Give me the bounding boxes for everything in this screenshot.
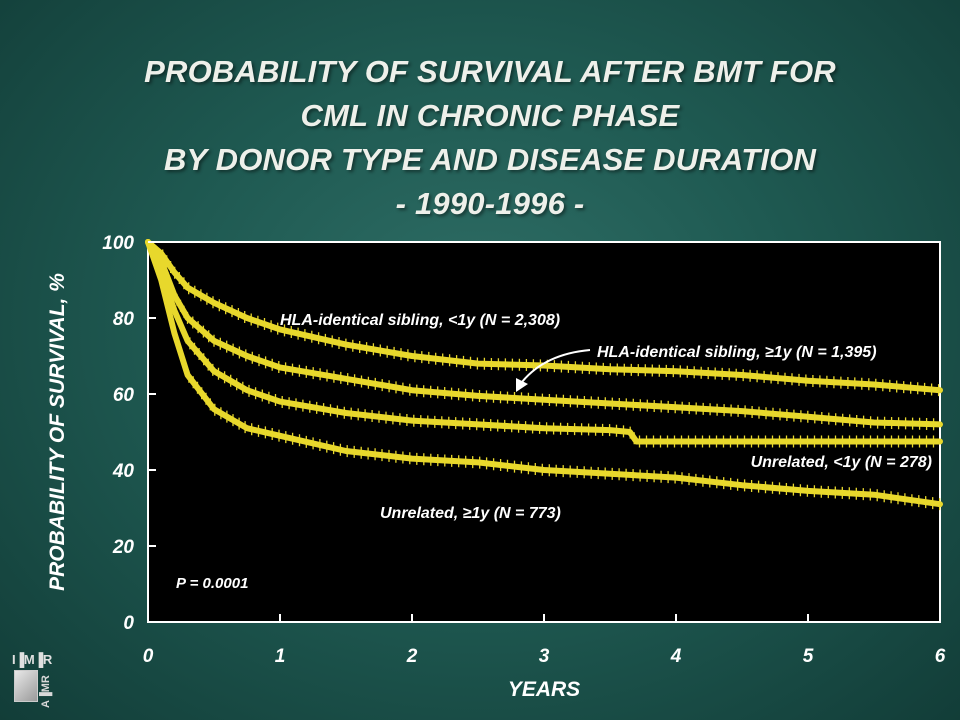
y-axis-title: PROBABILITY OF SURVIVAL, % — [46, 273, 69, 591]
x-tick-label: 0 — [143, 646, 154, 667]
y-tick-label: 100 — [102, 233, 134, 254]
title-line-1: PROBABILITY OF SURVIVAL AFTER BMT FOR — [144, 54, 836, 89]
logo-top-glyph: I▐M▐R — [12, 652, 52, 667]
series-line-3 — [145, 239, 943, 508]
y-tick-label: 80 — [113, 309, 135, 330]
x-axis-title: YEARS — [508, 678, 580, 701]
x-tick-label: 5 — [803, 646, 814, 667]
plot-area — [147, 241, 941, 623]
x-tick-label: 4 — [670, 646, 682, 667]
x-tick-label: 2 — [406, 646, 418, 667]
series-line-1 — [145, 239, 943, 428]
annotation-arrow — [521, 349, 591, 383]
logo-side-glyph: A▐MR — [40, 675, 52, 708]
y-tick-label: 20 — [112, 537, 135, 558]
censor-marks-0 — [162, 249, 940, 397]
title-line-4: - 1990-1996 - — [395, 186, 585, 221]
label-sibling-lt1y: HLA-identical sibling, <1y (N = 2,308) — [280, 312, 560, 329]
p-value: P = 0.0001 — [176, 575, 248, 592]
censor-marks-1 — [160, 254, 935, 431]
x-tick-label: 3 — [539, 646, 550, 667]
x-tick-label: 6 — [935, 646, 946, 667]
label-sibling-ge1y: HLA-identical sibling, ≥1y (N = 1,395) — [597, 344, 877, 361]
annotation-arrowhead — [516, 378, 528, 392]
label-unrelated-ge1y: Unrelated, ≥1y (N = 773) — [380, 505, 561, 522]
chart-title: PROBABILITY OF SURVIVAL AFTER BMT FOR CM… — [40, 50, 940, 226]
series-layer — [145, 239, 943, 511]
y-tick-label: 0 — [123, 613, 134, 634]
ibmtr-logo: I▐M▐R A▐MR — [8, 650, 64, 712]
y-tick-label: 40 — [112, 461, 135, 482]
logo-square-icon — [14, 670, 38, 702]
series-line-2 — [145, 239, 943, 445]
title-line-2: CML IN CHRONIC PHASE — [300, 98, 680, 133]
label-unrelated-lt1y: Unrelated, <1y (N = 278) — [751, 454, 932, 471]
x-tick-label: 1 — [275, 646, 286, 667]
y-tick-label: 60 — [113, 385, 135, 406]
title-line-3: BY DONOR TYPE AND DISEASE DURATION — [163, 142, 817, 177]
censor-marks-3 — [156, 263, 941, 511]
